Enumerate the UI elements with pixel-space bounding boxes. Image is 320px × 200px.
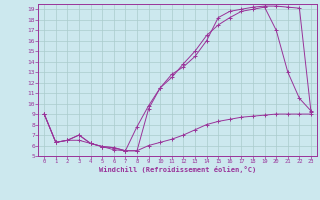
- X-axis label: Windchill (Refroidissement éolien,°C): Windchill (Refroidissement éolien,°C): [99, 166, 256, 173]
